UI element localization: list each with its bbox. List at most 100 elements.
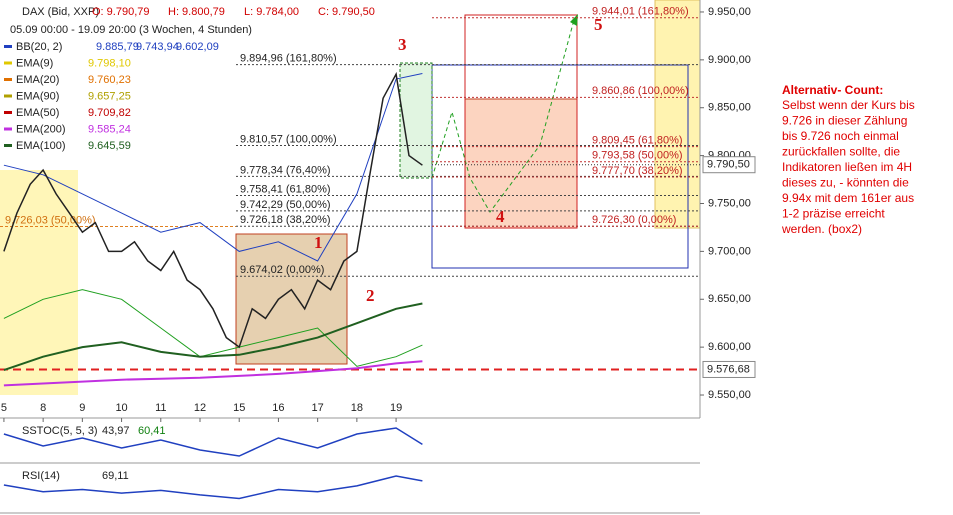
- x-tick-label: 19: [390, 402, 402, 414]
- x-tick-label: 12: [194, 402, 206, 414]
- legend-value: 9.760,23: [88, 74, 131, 86]
- box-3: [399, 62, 433, 179]
- y-tick-label: 9.550,00: [708, 389, 751, 401]
- x-tick-label: 18: [351, 402, 363, 414]
- ohlc: C: 9.790,50: [318, 6, 375, 18]
- indicator-line: [3, 360, 423, 387]
- fib-label: 9.758,41 (61,80%): [240, 183, 331, 195]
- legend-swatch: [4, 45, 12, 48]
- fib-label: 9.793,58 (50,00%): [592, 150, 683, 162]
- legend-value: 9.743,94: [136, 41, 179, 53]
- legend-name: EMA(50): [16, 107, 59, 119]
- bb-lower: [3, 289, 423, 367]
- fib-label: 9.726,03 (50,00%): [5, 214, 96, 226]
- panel-value: 69,11: [102, 470, 129, 482]
- indicator-line: [3, 302, 423, 372]
- x-tick-label: 11: [155, 402, 166, 414]
- fib-label: 9.860,86 (100,00%): [592, 85, 689, 97]
- title: DAX (Bid, XXP): [22, 6, 99, 18]
- fib-label: 9.894,96 (161,80%): [240, 53, 337, 65]
- x-tick-label: 17: [312, 402, 324, 414]
- fib-label: 9.726,18 (38,20%): [240, 214, 331, 226]
- y-tick-label: 9.950,00: [708, 6, 751, 18]
- y-tick-label: 9.650,00: [708, 293, 751, 305]
- x-tick-label: 15: [233, 402, 245, 414]
- legend-swatch: [4, 111, 12, 114]
- panel-value: 43,97: [102, 425, 130, 437]
- ohlc: L: 9.784,00: [244, 6, 299, 18]
- legend-value: 9.645,59: [88, 140, 131, 152]
- legend-swatch: [4, 94, 12, 98]
- x-tick-label: 9: [79, 402, 85, 414]
- note-line: dieses zu, - könnten die: [782, 176, 909, 190]
- subtitle: 05.09 00:00 - 19.09 20:00 (3 Wochen, 4 S…: [10, 24, 252, 36]
- wave-label: 2: [366, 286, 375, 305]
- x-tick-label: 16: [272, 402, 284, 414]
- legend-name: EMA(9): [16, 57, 53, 69]
- legend-value: 9.585,24: [88, 123, 131, 135]
- wave-label: 3: [398, 35, 407, 54]
- price-tag-label: 9.790,50: [707, 159, 750, 171]
- note-title: Alternativ- Count:: [782, 83, 883, 97]
- legend-name: EMA(20): [16, 74, 59, 86]
- panel-name: RSI(14): [22, 470, 60, 482]
- y-tick-label: 9.700,00: [708, 245, 751, 257]
- x-tick-label: 5: [1, 402, 7, 414]
- legend-swatch: [4, 61, 12, 65]
- note-line: bis 9.726 noch einmal: [782, 129, 899, 143]
- sstoc-line: [3, 427, 423, 457]
- y-tick-label: 9.600,00: [708, 341, 751, 353]
- yellow-zone: [654, 0, 701, 229]
- note-line: Selbst wenn der Kurs bis: [782, 98, 915, 112]
- arrow-head: [570, 14, 578, 26]
- fib-label: 9.742,29 (50,00%): [240, 199, 331, 211]
- legend-value: 9.709,82: [88, 107, 131, 119]
- legend-value: 9.885,79: [96, 41, 139, 53]
- legend-value: 9.602,09: [176, 41, 219, 53]
- note-line: Indikatoren ließen im 4H: [782, 160, 912, 174]
- legend-swatch: [4, 127, 12, 131]
- y-tick-label: 9.850,00: [708, 102, 751, 114]
- fib-label: 9.810,57 (100,00%): [240, 133, 337, 145]
- price-tag: [702, 360, 756, 378]
- fib-label: 9.674,02 (0,00%): [240, 264, 324, 276]
- note-line: 9.726 in dieser Zählung: [782, 114, 907, 128]
- price-tag-label: 9.576,68: [707, 363, 750, 375]
- y-tick-label: 9.750,00: [708, 197, 751, 209]
- price-tag: [702, 156, 756, 174]
- note-line: zurückfallen sollte, die: [782, 145, 900, 159]
- note-line: werden. (box2): [781, 222, 862, 236]
- y-tick-label: 9.900,00: [708, 54, 751, 66]
- legend-name: EMA(90): [16, 90, 59, 102]
- x-tick-label: 8: [40, 402, 46, 414]
- fib-label: 9.726,30 (0,00%): [592, 214, 676, 226]
- panel-value: 60,41: [138, 425, 166, 437]
- fib-label: 9.809,45 (61,80%): [592, 134, 683, 146]
- legend-name: EMA(200): [16, 123, 66, 135]
- fib-label: 9.944,01 (161,80%): [592, 6, 689, 18]
- fib-label: 9.777,70 (38,20%): [592, 165, 683, 177]
- legend-name: EMA(100): [16, 140, 66, 152]
- note-line: 9.94x mit dem 161er aus: [782, 191, 914, 205]
- wave-label: 4: [496, 207, 505, 226]
- legend-value: 9.798,10: [88, 57, 131, 69]
- wave-label: 1: [314, 233, 323, 252]
- yellow-zone: [0, 170, 78, 395]
- legend-value: 9.657,25: [88, 90, 131, 102]
- box-1: [235, 233, 348, 365]
- price-line: [3, 71, 423, 349]
- box-4: [464, 98, 578, 229]
- legend-swatch: [4, 78, 12, 81]
- rsi-line: [3, 475, 423, 500]
- note-line: 1-2 präzise erreicht: [782, 207, 885, 221]
- ohlc: O: 9.790,79: [92, 6, 150, 18]
- wave-label: 5: [594, 15, 603, 34]
- ohlc: H: 9.800,79: [168, 6, 225, 18]
- legend-swatch: [4, 144, 12, 147]
- bb-upper: [3, 73, 423, 262]
- legend-name: BB(20, 2): [16, 41, 62, 53]
- x-tick-label: 10: [115, 402, 127, 414]
- box-5: [464, 14, 578, 229]
